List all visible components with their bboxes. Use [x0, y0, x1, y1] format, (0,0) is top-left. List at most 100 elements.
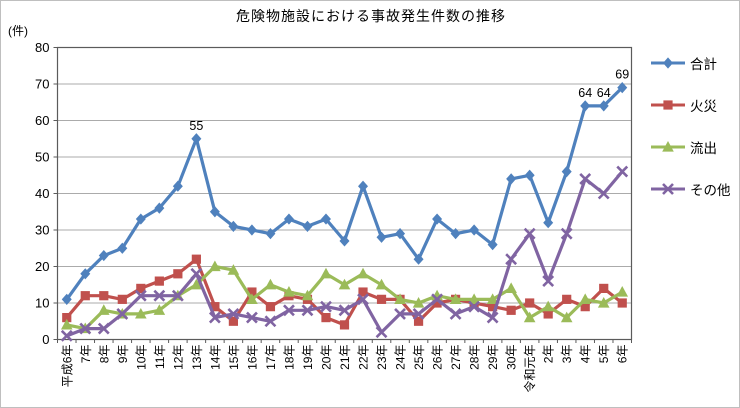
other-marker	[616, 165, 629, 178]
total-marker	[172, 180, 183, 192]
leakage-marker	[153, 304, 166, 315]
leakage-marker	[449, 293, 462, 304]
fire-marker	[99, 291, 109, 301]
total-marker	[413, 253, 424, 265]
total-marker	[561, 166, 572, 178]
legend-label-other: その他	[690, 183, 731, 198]
leakage-marker	[486, 293, 499, 304]
x-tick-label: 25年	[412, 345, 426, 370]
x-tick-label: 22年	[357, 345, 371, 370]
leakage-marker	[209, 260, 221, 272]
other-marker	[320, 300, 332, 313]
leakage-marker	[97, 304, 110, 315]
x-tick-label: 5年	[597, 345, 611, 364]
legend-item-fire: 火災	[650, 97, 717, 114]
fire-line	[65, 257, 624, 327]
fire-marker	[488, 302, 498, 312]
fire-marker	[599, 283, 609, 293]
x-tick-label: 26年	[431, 345, 445, 370]
other-marker	[468, 300, 481, 313]
total-marker	[450, 228, 461, 240]
other-marker	[283, 304, 295, 317]
other-marker	[190, 267, 203, 280]
other-marker	[523, 227, 536, 240]
total-marker	[598, 100, 609, 112]
legend-key-leakage	[651, 141, 685, 152]
other-marker	[338, 304, 351, 317]
x-tick-label: 17年	[264, 345, 278, 370]
other-marker	[134, 289, 147, 302]
legend-item-leakage: 流出	[650, 139, 717, 156]
x-tick-label: 18年	[282, 345, 296, 370]
y-tick-label: 0	[42, 332, 49, 347]
total-marker	[543, 217, 554, 229]
fire-marker	[247, 287, 257, 297]
x-tick-label: 平成6年	[60, 345, 74, 388]
other-marker	[153, 289, 166, 302]
x-tick-label: 8年	[97, 345, 111, 364]
total-marker	[135, 213, 146, 225]
x-tick-label: 16年	[245, 345, 259, 370]
total-marker	[154, 202, 165, 214]
leakage-marker	[135, 307, 147, 319]
fire-marker	[265, 302, 276, 312]
y-tick-label: 80	[35, 40, 49, 55]
total-marker	[80, 268, 91, 280]
leakage-marker	[338, 278, 351, 290]
total-marker	[191, 133, 202, 145]
y-tick-label: 50	[35, 150, 49, 165]
total-marker	[117, 242, 128, 254]
leakage-marker	[560, 311, 573, 323]
fire-marker	[173, 269, 183, 279]
other-marker	[375, 326, 388, 339]
other-marker	[505, 253, 518, 266]
fire-marker	[136, 283, 146, 293]
fire-marker	[413, 316, 424, 326]
total-marker	[487, 239, 498, 251]
leakage-marker	[616, 286, 629, 297]
fire-marker	[562, 294, 572, 304]
y-tick-label: 40	[35, 186, 49, 201]
total-marker	[61, 293, 72, 305]
other-marker	[597, 187, 610, 200]
total-marker	[506, 173, 517, 185]
legend-label-total: 合計	[690, 57, 717, 72]
leakage-marker	[60, 318, 73, 330]
x-tick-label: 7年	[79, 345, 93, 364]
x-tick-label: 23年	[375, 345, 389, 370]
x-tick-label: 12年	[171, 345, 185, 370]
other-marker	[486, 311, 499, 324]
other-marker	[97, 322, 110, 335]
total-marker	[432, 213, 443, 225]
other-marker	[245, 311, 258, 324]
fire-marker	[228, 316, 239, 326]
chart-title: 危険物施設における事故発生件数の推移	[236, 8, 506, 24]
y-tick-label: 20	[35, 259, 49, 274]
x-tick-label: 19年	[301, 345, 315, 370]
total-marker	[524, 169, 535, 181]
x-tick-label: 令和元年	[522, 345, 537, 393]
other-marker	[116, 308, 129, 320]
fire-marker	[339, 320, 350, 330]
x-tick-label: 30年	[505, 345, 519, 370]
other-marker	[357, 293, 369, 306]
other-marker	[264, 315, 277, 328]
other-marker	[171, 289, 184, 302]
x-tick-label: 3年	[560, 345, 574, 364]
fire-marker	[154, 276, 164, 286]
y-tick-label: 10	[35, 296, 49, 311]
other-marker	[542, 275, 555, 288]
x-tick-label: 15年	[227, 345, 241, 370]
leakage-marker	[283, 286, 295, 297]
other-marker	[60, 329, 73, 342]
leakage-marker	[320, 267, 332, 279]
leakage-legend-marker	[662, 141, 674, 152]
other-marker	[227, 308, 240, 320]
other-marker	[449, 308, 462, 320]
total-marker	[283, 213, 294, 225]
total-marker	[302, 220, 313, 232]
leakage-line	[66, 264, 624, 331]
total-marker	[98, 249, 109, 262]
fire-marker	[117, 294, 127, 304]
other-marker	[208, 311, 221, 324]
